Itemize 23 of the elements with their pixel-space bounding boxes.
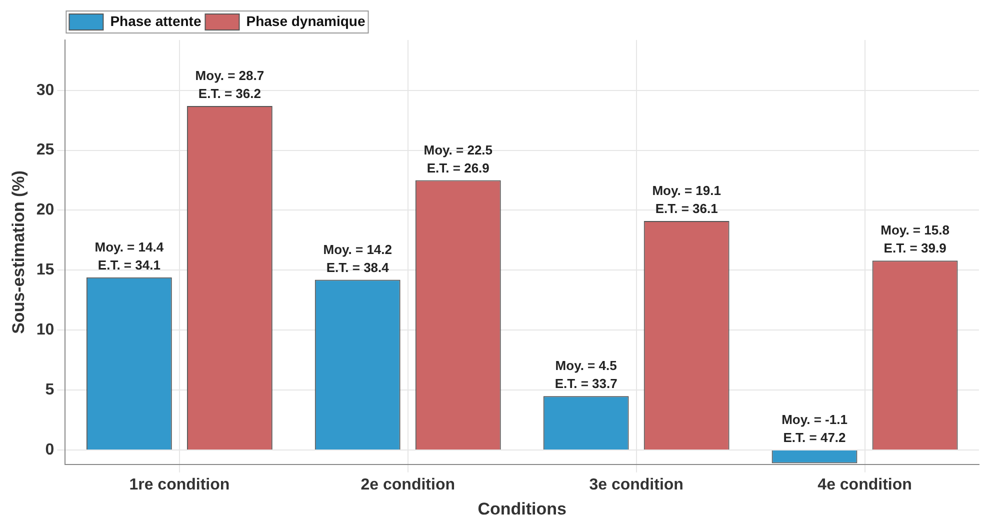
x-tick-label: 2e condition (360, 476, 455, 494)
data-label: Moy. = 14.4 E.T. = 34.1 (94, 239, 164, 272)
legend-label: Phase dynamique (246, 12, 366, 29)
y-axis-title: Sous-estimation (%) (8, 170, 28, 334)
x-axis-title: Conditions (478, 499, 566, 518)
x-tick-label: 1re condition (129, 476, 230, 494)
data-label: Moy. = 15.8 E.T. = 39.9 (880, 222, 950, 256)
y-tick-label: 25 (36, 142, 54, 159)
x-tick-label: 4e condition (818, 476, 912, 494)
x-tick-label: 3e condition (589, 476, 684, 494)
data-label: Moy. = 28.7 E.T. = 36.2 (195, 68, 264, 102)
data-label: Moy. = 14.2 E.T. = 38.4 (323, 242, 392, 275)
y-tick-label: 30 (36, 82, 54, 99)
legend-label: Phase attente (110, 12, 202, 29)
y-tick-label: 20 (36, 202, 54, 219)
data-label: Moy. = -1.1 E.T. = 47.2 (782, 412, 848, 446)
y-tick-label: 10 (36, 322, 54, 339)
data-label: Moy. = 22.5 E.T. = 26.9 (424, 142, 493, 176)
data-label: Moy. = 4.5 E.T. = 33.7 (554, 358, 618, 392)
y-tick-label: 0 (45, 441, 54, 458)
y-tick-label: 15 (36, 262, 54, 279)
y-tick-label: 5 (45, 381, 54, 398)
data-label: Moy. = 19.1 E.T. = 36.1 (652, 183, 721, 216)
